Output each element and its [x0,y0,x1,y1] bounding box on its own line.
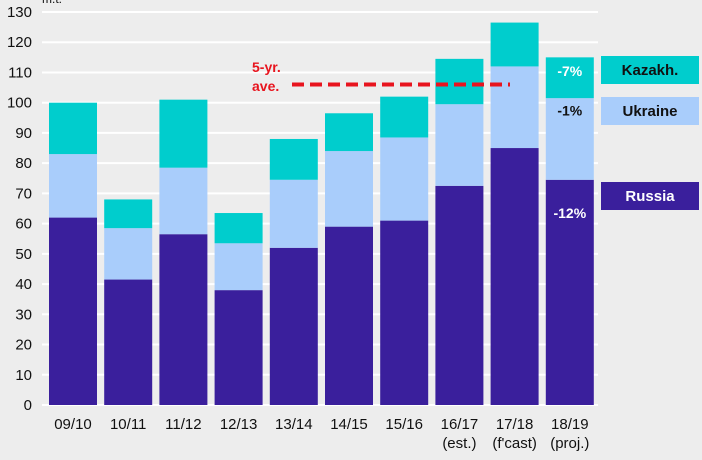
y-tick-label: 80 [15,155,32,172]
bar-segment-russia [49,217,97,405]
bar-segment-kazakh [214,213,263,244]
y-tick-label: 10 [15,367,32,384]
bar-segment-kazakh [49,102,97,155]
change-label: -12% [553,205,586,221]
y-tick-label: 30 [15,306,32,323]
bar-segment-ukraine [325,151,373,227]
y-tick-label: 60 [15,216,32,233]
bar-segment-ukraine [380,137,429,221]
legend-label: Kazakh. [622,62,679,79]
bar-segment-russia [159,234,208,405]
bar-segment-kazakh [380,96,429,138]
y-tick-label: 0 [24,397,32,414]
change-label: -7% [557,63,582,79]
bar-segment-kazakh [104,199,153,229]
bar-segment-ukraine [159,167,208,235]
bar-segment-russia [435,185,484,405]
bar-segment-russia [380,220,429,405]
bar-segment-ukraine [269,179,318,248]
x-tick-label: 16/17 [441,416,479,433]
bar-segment-ukraine [490,66,539,149]
bar-segment-kazakh [159,99,208,168]
bar-segment-ukraine [49,154,97,218]
bar-segment-russia [104,279,153,405]
y-tick-label: 90 [15,125,32,142]
average-label: ave. [252,78,279,94]
x-tick-label: 12/13 [220,416,258,433]
y-tick-label: 110 [8,64,32,81]
bar-segment-kazakh [435,58,484,105]
x-tick-label: 14/15 [330,416,368,433]
y-unit-label: m.t. [42,0,62,6]
bar-segment-ukraine [214,243,263,291]
change-label: -1% [557,102,582,118]
y-tick-label: 70 [15,185,32,202]
bar-segment-kazakh [545,57,594,99]
bar-segment-ukraine [435,104,484,186]
bar-segment-russia [269,247,318,405]
y-tick-label: 130 [7,4,32,21]
y-tick-label: 120 [7,34,32,51]
average-label: 5-yr. [252,59,281,75]
x-tick-label: (f'cast) [492,435,537,452]
x-tick-label: (proj.) [550,435,589,452]
x-tick-label: 10/11 [110,416,146,433]
bar-segment-ukraine [545,98,594,180]
legend-label: Ukraine [622,103,677,120]
legend-swatch [601,182,699,210]
y-tick-label: 100 [7,95,32,112]
x-tick-label: 18/19 [551,416,589,433]
y-tick-label: 50 [15,246,32,263]
x-tick-label: 17/18 [496,416,534,433]
legend-label: Russia [625,188,675,205]
y-tick-label: 20 [15,337,32,354]
bar-segment-kazakh [325,113,373,152]
bar-segment-ukraine [104,228,153,280]
legend-swatch [601,56,699,84]
x-tick-label: 09/10 [54,416,92,433]
legend-swatch [601,97,699,125]
bar-segment-russia [214,290,263,405]
bar-segment-russia [490,148,539,406]
bar-segment-kazakh [490,22,539,67]
x-tick-label: 11/12 [165,416,201,433]
y-tick-label: 40 [15,276,32,293]
x-tick-label: 13/14 [275,416,313,433]
bar-segment-russia [545,179,594,405]
bar-segment-kazakh [269,138,318,180]
x-tick-label: 15/16 [385,416,423,433]
bar-segment-russia [325,226,373,405]
x-tick-label: (est.) [442,435,476,452]
